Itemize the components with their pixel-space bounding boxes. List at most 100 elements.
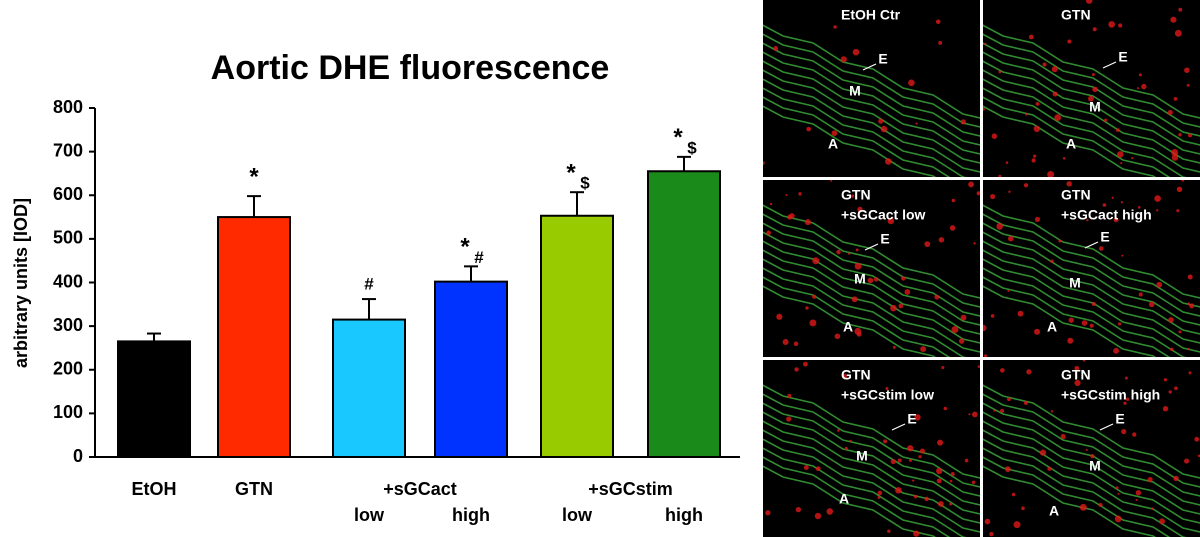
fluorescence-spot: [968, 413, 971, 416]
elastic-lamina: [983, 447, 1187, 537]
fluorescence-spot: [1171, 148, 1179, 156]
fluorescence-spot: [1189, 303, 1195, 309]
elastic-lamina: [763, 447, 967, 537]
fluorescence-spot: [1068, 317, 1074, 323]
layer-label: E: [907, 411, 916, 427]
fluorescence-spot: [831, 130, 838, 137]
fluorescence-spot: [1039, 449, 1047, 456]
layer-label: M: [854, 271, 866, 287]
fluorescence-spot: [1121, 429, 1127, 435]
y-axis-label: arbitrary units [IOD]: [11, 198, 31, 368]
fluorescence-spot: [1125, 397, 1130, 401]
x-tick-label: high: [665, 505, 703, 525]
fluorescence-spot: [1005, 161, 1009, 164]
fluorescence-spot: [1054, 114, 1061, 121]
micrograph-panel: GTN +sGCact high E M A: [983, 180, 1200, 357]
fluorescence-spot: [1047, 170, 1055, 177]
elastic-lamina: [763, 42, 980, 137]
panel-title: EtOH Ctr: [841, 7, 901, 23]
fluorescence-spot: [895, 487, 902, 494]
error-bar: [677, 155, 691, 172]
fluorescence-spot: [1092, 86, 1098, 93]
fluorescence-spot: [880, 125, 888, 133]
fluorescence-spot: [1031, 158, 1036, 163]
fluorescence-spot: [840, 56, 847, 63]
fluorescence-spot: [1131, 156, 1134, 160]
fluorescence-spot: [1176, 209, 1180, 213]
fluorescence-spot: [849, 439, 852, 443]
fluorescence-spot: [1086, 218, 1089, 222]
pointer: [1102, 61, 1117, 69]
bar: [540, 214, 614, 458]
elastic-lamina: [763, 240, 980, 335]
pointer: [1084, 241, 1099, 249]
fluorescence-spot: [1148, 301, 1155, 308]
fluorescence-spot: [990, 193, 996, 200]
micrograph-panel: GTN +sGCstim low E M A: [763, 360, 980, 537]
fluorescence-spot: [1159, 518, 1165, 525]
fluorescence-spot: [1132, 432, 1137, 437]
elastic-lamina: [763, 87, 967, 177]
category-group-label: +sGCstim: [588, 479, 673, 499]
panel-title: GTN: [841, 367, 871, 383]
layer-label: E: [878, 51, 887, 67]
fluorescence-spot: [907, 445, 914, 452]
fluorescence-spot: [1141, 83, 1147, 90]
elastic-lamina: [983, 240, 1200, 335]
fluorescence-spot: [765, 510, 771, 516]
layer-label: A: [1047, 319, 1057, 335]
fluorescence-spot: [935, 19, 941, 25]
elastic-lamina: [983, 276, 1171, 357]
fluorescence-spot: [964, 458, 969, 463]
fluorescence-spot: [1062, 156, 1066, 160]
elastic-lamina: [983, 33, 1200, 128]
fluorescence-spot: [960, 119, 966, 125]
fluorescence-spot: [1147, 477, 1153, 483]
fluorescence-spot: [934, 294, 940, 300]
fluorescence-spot: [766, 230, 772, 236]
x-tick-label: EtOH: [132, 479, 177, 499]
fluorescence-spot: [847, 252, 851, 255]
fluorescence-spot: [1042, 62, 1047, 67]
fluorescence-spot: [1047, 466, 1052, 471]
fluorescence-spot: [1028, 34, 1034, 40]
fluorescence-spot: [936, 478, 942, 484]
fluorescence-spot: [787, 214, 793, 220]
fluorescence-spot: [949, 225, 956, 231]
fluorescence-spot: [1033, 125, 1041, 133]
fluorescence-spot: [1085, 448, 1088, 451]
fluorescence-spot: [1108, 21, 1115, 28]
fluorescence-spot: [1113, 347, 1120, 354]
fluorescence-spot: [1017, 310, 1024, 317]
fluorescence-spot: [998, 70, 1002, 74]
chart-title: Aortic DHE fluorescence: [211, 49, 610, 87]
fluorescence-spot: [892, 345, 896, 349]
elastic-lamina: [983, 393, 1200, 488]
fluorescence-spot: [1115, 486, 1119, 490]
fluorescence-spot: [1074, 365, 1080, 371]
elastic-lamina: [983, 402, 1200, 497]
fluorescence-spot: [812, 257, 820, 265]
fluorescence-spot: [1135, 490, 1142, 496]
elastic-lamina: [763, 96, 951, 177]
elastic-lamina: [763, 429, 980, 524]
fluorescence-spot: [937, 439, 944, 446]
fluorescence-spot: [1194, 436, 1200, 442]
fluorescence-spot: [938, 40, 943, 45]
significance-mark: $: [580, 174, 590, 193]
fluorescence-spot: [1163, 378, 1168, 382]
fluorescence-spot: [1023, 400, 1029, 405]
layer-label: E: [1100, 229, 1109, 245]
fluorescence-spot: [1011, 492, 1016, 497]
elastic-lamina: [983, 42, 1200, 137]
fluorescence-spot: [1007, 289, 1010, 292]
fluorescence-spot: [1092, 27, 1097, 32]
fluorescence-spot: [1088, 95, 1094, 102]
fluorescence-spot: [1120, 162, 1123, 165]
fluorescence-spot: [1104, 118, 1108, 122]
fluorescence-spot: [1067, 337, 1074, 344]
pointer: [891, 423, 906, 431]
fluorescence-spot: [1021, 506, 1025, 511]
layer-label: A: [839, 491, 849, 507]
